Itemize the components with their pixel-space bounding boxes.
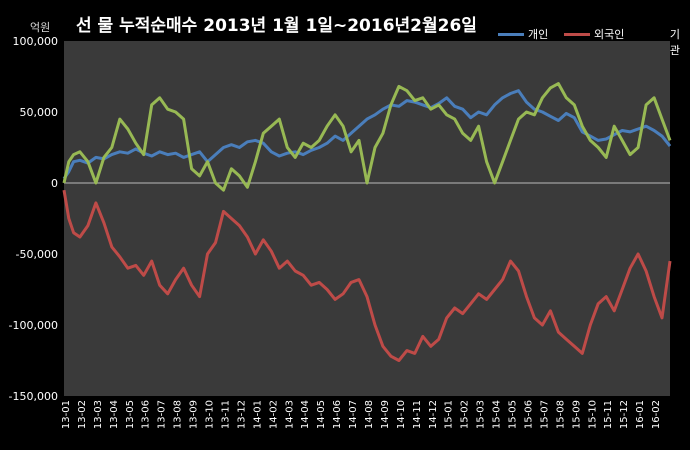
y-axis: -150,000 -100,000 -50,000 0 50,000 100,000 <box>9 35 58 403</box>
series-lines <box>62 82 672 362</box>
x-tick-label: 13-01 <box>61 400 72 429</box>
x-axis: 13-01 13-02 13-03 13-04 13-05 13-06 13-07 13-08… <box>61 400 662 429</box>
x-tick-label: 15-01 <box>444 400 455 429</box>
y-tick-label: -50,000 <box>16 248 58 261</box>
x-tick-label: 14-02 <box>268 400 279 429</box>
x-tick-label: 13-09 <box>189 400 200 429</box>
x-tick-label: 14-09 <box>380 400 391 429</box>
x-tick-label: 14-06 <box>332 400 343 429</box>
x-tick-label: 14-11 <box>412 400 423 429</box>
x-tick-label: 13-11 <box>220 400 231 429</box>
x-tick-label: 14-05 <box>316 400 327 429</box>
y-tick-label: 50,000 <box>20 106 59 119</box>
x-tick-label: 15-08 <box>555 400 566 429</box>
legend-item-individual: 개인 <box>498 26 548 42</box>
x-tick-label: 14-01 <box>252 400 263 429</box>
x-tick-label: 13-07 <box>157 400 168 429</box>
x-tick-label: 15-11 <box>603 400 614 429</box>
x-tick-label: 15-06 <box>523 400 534 429</box>
series-line-foreign <box>62 189 672 362</box>
x-tick-label: 13-03 <box>93 400 104 429</box>
x-tick-label: 15-10 <box>587 400 598 429</box>
x-tick-label: 14-12 <box>428 400 439 429</box>
x-tick-label: 15-03 <box>476 400 487 429</box>
x-tick-label: 14-03 <box>284 400 295 429</box>
series-line-institution <box>62 82 672 192</box>
legend-label-institution: 기관 <box>669 28 680 57</box>
series-line-individual <box>62 89 672 180</box>
y-tick-label: -100,000 <box>9 319 58 332</box>
legend-swatch-individual <box>498 32 524 36</box>
legend-item-foreign: 외국인 <box>564 26 624 42</box>
legend-swatch-foreign <box>564 32 590 36</box>
x-tick-label: 13-06 <box>141 400 152 429</box>
legend-label-foreign: 외국인 <box>594 28 625 41</box>
x-tick-label: 13-02 <box>77 400 88 429</box>
x-tick-label: 14-08 <box>364 400 375 429</box>
x-tick-label: 13-04 <box>109 400 120 429</box>
plot-background <box>64 41 670 396</box>
x-tick-label: 15-07 <box>539 400 550 429</box>
x-tick-label: 16-02 <box>651 400 662 429</box>
chart-title: 선 물 누적순매수 2013년 1월 1일~2016년2월26일 <box>76 16 477 36</box>
legend-label-individual: 개인 <box>528 28 549 41</box>
y-tick-label: 0 <box>51 177 58 190</box>
y-axis-unit-label: 억원 <box>30 21 51 34</box>
y-tick-label: 100,000 <box>13 35 59 48</box>
x-tick-label: 13-05 <box>125 400 136 429</box>
x-tick-label: 13-08 <box>173 400 184 429</box>
y-tick-label: -150,000 <box>9 390 58 403</box>
x-tick-label: 15-09 <box>571 400 582 429</box>
x-tick-label: 15-02 <box>460 400 471 429</box>
x-tick-label: 13-12 <box>236 400 247 429</box>
x-tick-label: 15-04 <box>492 400 503 429</box>
x-tick-label: 14-04 <box>300 400 311 429</box>
x-tick-label: 14-10 <box>396 400 407 429</box>
x-tick-label: 14-07 <box>348 400 359 429</box>
x-tick-label: 15-12 <box>619 400 630 429</box>
x-tick-label: 15-05 <box>508 400 519 429</box>
x-tick-label: 16-01 <box>635 400 646 429</box>
x-tick-label: 13-10 <box>205 400 216 429</box>
